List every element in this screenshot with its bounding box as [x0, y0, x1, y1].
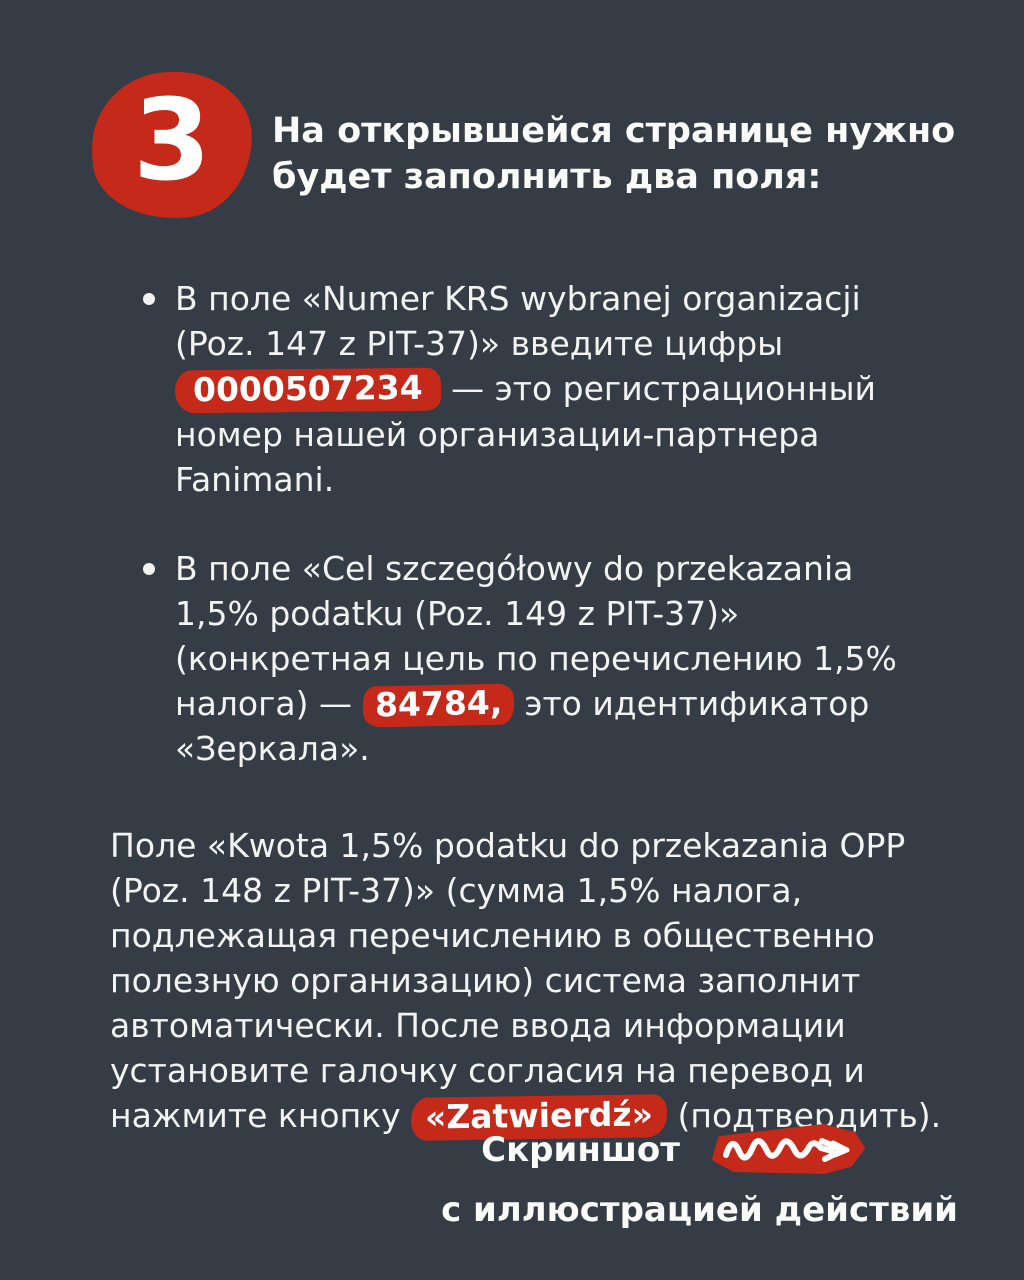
footer-line2: с иллюстрацией действий: [441, 1190, 958, 1230]
squiggle-arrow-icon: [712, 1124, 865, 1174]
footer-line1: Скриншот: [441, 1122, 958, 1178]
bullet-krs-post: — это регистрационный номер нашей органи…: [175, 369, 876, 499]
list-item: В поле «Numer KRS wybranej organizacji (…: [143, 276, 966, 502]
paragraph-pre: Поле «Kwota 1,5% podatku do przekazania …: [110, 825, 906, 1135]
bullet-cel-post: это идентификатор «Зеркала».: [175, 683, 870, 768]
kwota-paragraph: Поле «Kwota 1,5% podatku do przekazania …: [0, 815, 1024, 1141]
footer-caption: Скриншот с иллюстрацией действий: [441, 1122, 958, 1236]
krs-number-highlight: 0000507234: [174, 367, 441, 414]
bullet-text-cel: В поле «Cel szczegółowy do przekazania 1…: [175, 546, 897, 771]
bullet-dot-icon: [143, 293, 155, 305]
bullet-cel-pre: В поле «Cel szczegółowy do przekazania 1…: [175, 548, 897, 723]
list-item: В поле «Cel szczegółowy do przekazania 1…: [143, 546, 966, 771]
step-number-badge: 3: [89, 69, 255, 221]
step-number: 3: [133, 76, 211, 206]
bullet-list: В поле «Numer KRS wybranej organizacji (…: [0, 218, 1024, 771]
bullet-dot-icon: [143, 562, 155, 575]
bullet-text-krs: В поле «Numer KRS wybranej organizacji (…: [174, 276, 876, 502]
footer-screenshot-label: Скриншот: [481, 1130, 680, 1170]
cel-id-highlight: 84784,: [362, 683, 515, 728]
header: 3 На открывшейся странице нужно будет за…: [0, 0, 1024, 221]
page-title: На открывшейся странице нужно будет запо…: [272, 111, 956, 197]
bullet-krs-pre: В поле «Numer KRS wybranej organizacji (…: [175, 279, 861, 363]
